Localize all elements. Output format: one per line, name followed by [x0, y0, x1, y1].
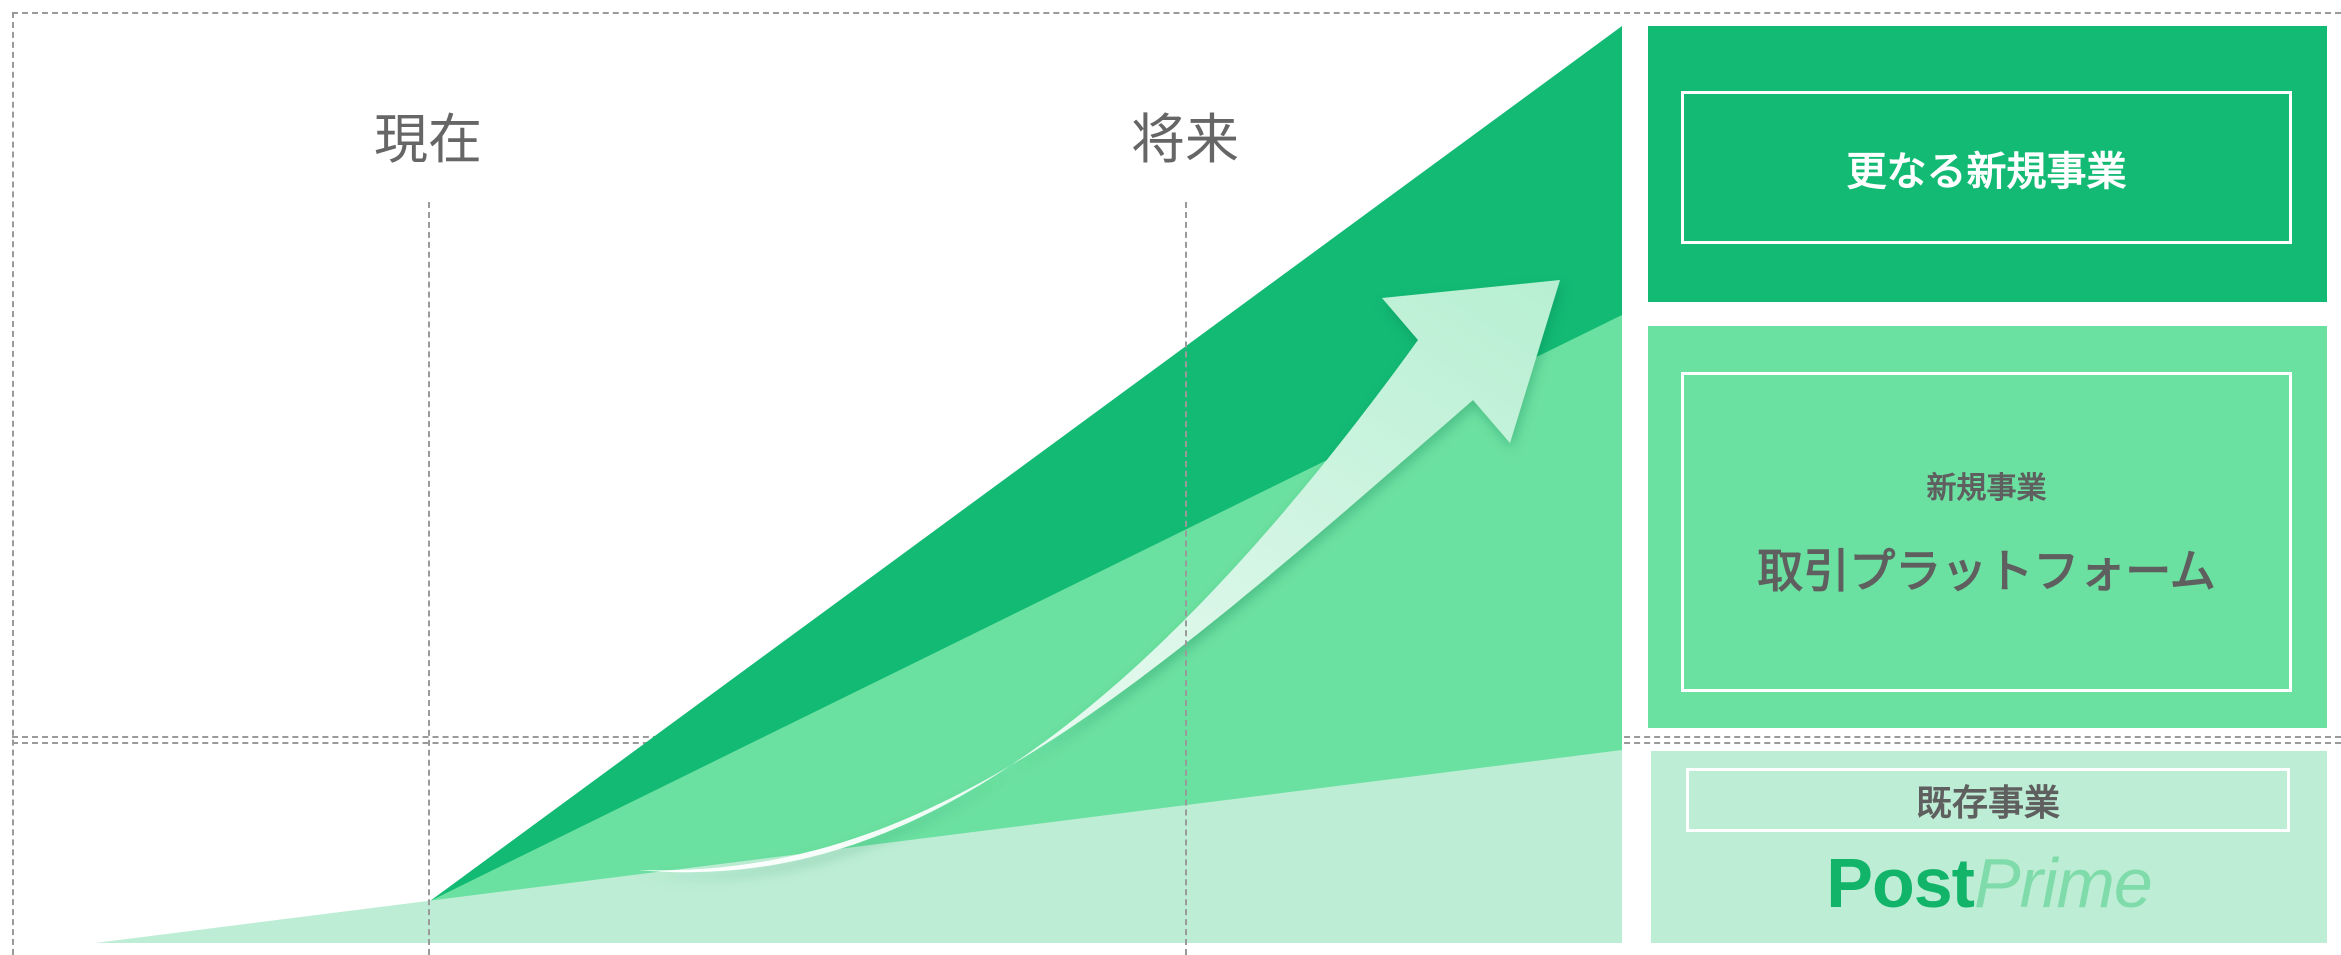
- segment-further-new-business-title: 更なる新規事業: [1846, 148, 2127, 195]
- segment-existing-business: 既存事業 PostPrime: [1651, 751, 2327, 943]
- segment-existing-business-frame: 既存事業: [1686, 768, 2290, 832]
- segment-new-business-title: 取引プラットフォーム: [1757, 544, 2216, 598]
- segment-new-business-frame: 新規事業 取引プラットフォーム: [1681, 372, 2292, 692]
- segment-existing-business-title: 既存事業: [1915, 783, 2060, 824]
- growth-arrow-icon: [638, 280, 1560, 873]
- postprime-logo: PostPrime: [1651, 843, 2327, 923]
- now-marker-line: [428, 202, 430, 955]
- segment-new-business-subtitle: 新規事業: [1926, 471, 2047, 506]
- postprime-logo-post: Post: [1826, 844, 1975, 922]
- area-existing-business: [95, 750, 1622, 943]
- now-label: 現在: [374, 108, 482, 171]
- segment-further-new-business: 更なる新規事業: [1648, 26, 2327, 302]
- segment-new-business: 新規事業 取引プラットフォーム: [1648, 326, 2327, 728]
- future-label: 将来: [1131, 108, 1239, 171]
- postprime-logo-prime: Prime: [1973, 844, 2153, 922]
- frame-left-line: [12, 12, 14, 955]
- segment-further-new-business-frame: 更なる新規事業: [1681, 91, 2292, 244]
- future-marker-line: [1185, 202, 1187, 955]
- frame-top-line: [12, 12, 2341, 14]
